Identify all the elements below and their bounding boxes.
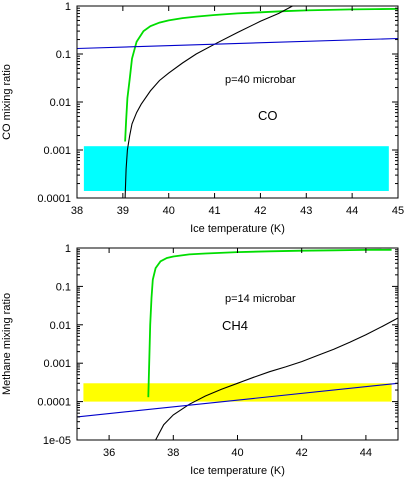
- c1-annotation-0: p=14 microbar: [225, 293, 296, 305]
- co-chart: 38 39 40 41 42 43 44 45 0.0001 0.001 0.01 0.1 1 Ice t…: [1, 1, 404, 235]
- c1-series-1: [155, 317, 398, 440]
- c0-xlabel: Ice temperature (K): [190, 223, 285, 235]
- c1-ytick-label-3: 0.01: [50, 320, 71, 332]
- c0-xtick-label-6: 44: [346, 205, 358, 217]
- c0-ytick-label-0: 0.0001: [37, 193, 71, 205]
- c1-frame: [76, 247, 399, 441]
- c1-xtick-label-0: 36: [103, 447, 115, 459]
- c1-xtick-label-2: 40: [231, 447, 243, 459]
- c1-ytick-label-1: 0.0001: [37, 397, 71, 409]
- c0-annotation-1: CO: [258, 108, 278, 123]
- c0-xtick-label-4: 42: [254, 205, 266, 217]
- c1-ytick-label-5: 1: [65, 243, 71, 255]
- c0-annotation-0: p=40 microbar: [225, 74, 296, 86]
- c1-ytick-label-4: 0.1: [56, 281, 71, 293]
- c1-xtick-label-1: 38: [167, 447, 179, 459]
- c1-ytick-label-0: 1e-05: [43, 435, 71, 447]
- methane-chart: 36 38 40 42 44 1e-05 0.0001 0.001 0.01 0.1 1 Ice te…: [1, 243, 399, 477]
- c1-xtick-label-3: 42: [296, 447, 308, 459]
- c0-xtick-label-2: 40: [163, 205, 175, 217]
- c0-xtick-label-0: 38: [71, 205, 83, 217]
- c0-xtick-label-7: 45: [392, 205, 404, 217]
- c0-series-0: [124, 8, 398, 142]
- c0-ytick-label-2: 0.01: [50, 97, 71, 109]
- c0-ytick-label-1: 0.001: [43, 145, 71, 157]
- c0-ytick-label-3: 0.1: [56, 49, 71, 61]
- c0-series-2: [77, 37, 398, 50]
- c0-band: [83, 146, 389, 191]
- c1-annotation-1: CH4: [222, 318, 248, 333]
- c1-ytick-label-2: 0.001: [43, 358, 71, 370]
- c1-band: [83, 383, 392, 402]
- c0-ytick-label-4: 1: [65, 1, 71, 13]
- c1-series-2: [77, 382, 398, 418]
- c0-xtick-label-1: 39: [117, 205, 129, 217]
- c0-series-1: [124, 6, 293, 198]
- c1-ylabel: Methane mixing ratio: [1, 293, 13, 395]
- c1-xtick-label-4: 44: [360, 447, 372, 459]
- c0-ylabel: CO mixing ratio: [1, 64, 13, 140]
- c0-xtick-label-3: 41: [208, 205, 220, 217]
- c1-xlabel: Ice temperature (K): [190, 465, 285, 477]
- c0-xtick-label-5: 43: [300, 205, 312, 217]
- c1-series-0: [147, 248, 392, 398]
